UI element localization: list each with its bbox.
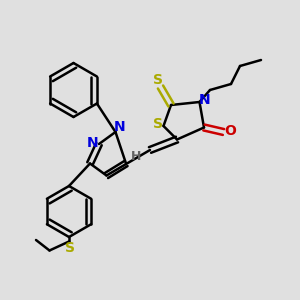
Text: S: S (153, 118, 163, 131)
Text: S: S (65, 241, 76, 255)
Text: O: O (224, 124, 236, 138)
Text: N: N (113, 120, 125, 134)
Text: H: H (130, 150, 141, 163)
Text: N: N (199, 93, 211, 106)
Text: N: N (87, 136, 98, 150)
Text: S: S (152, 74, 163, 87)
